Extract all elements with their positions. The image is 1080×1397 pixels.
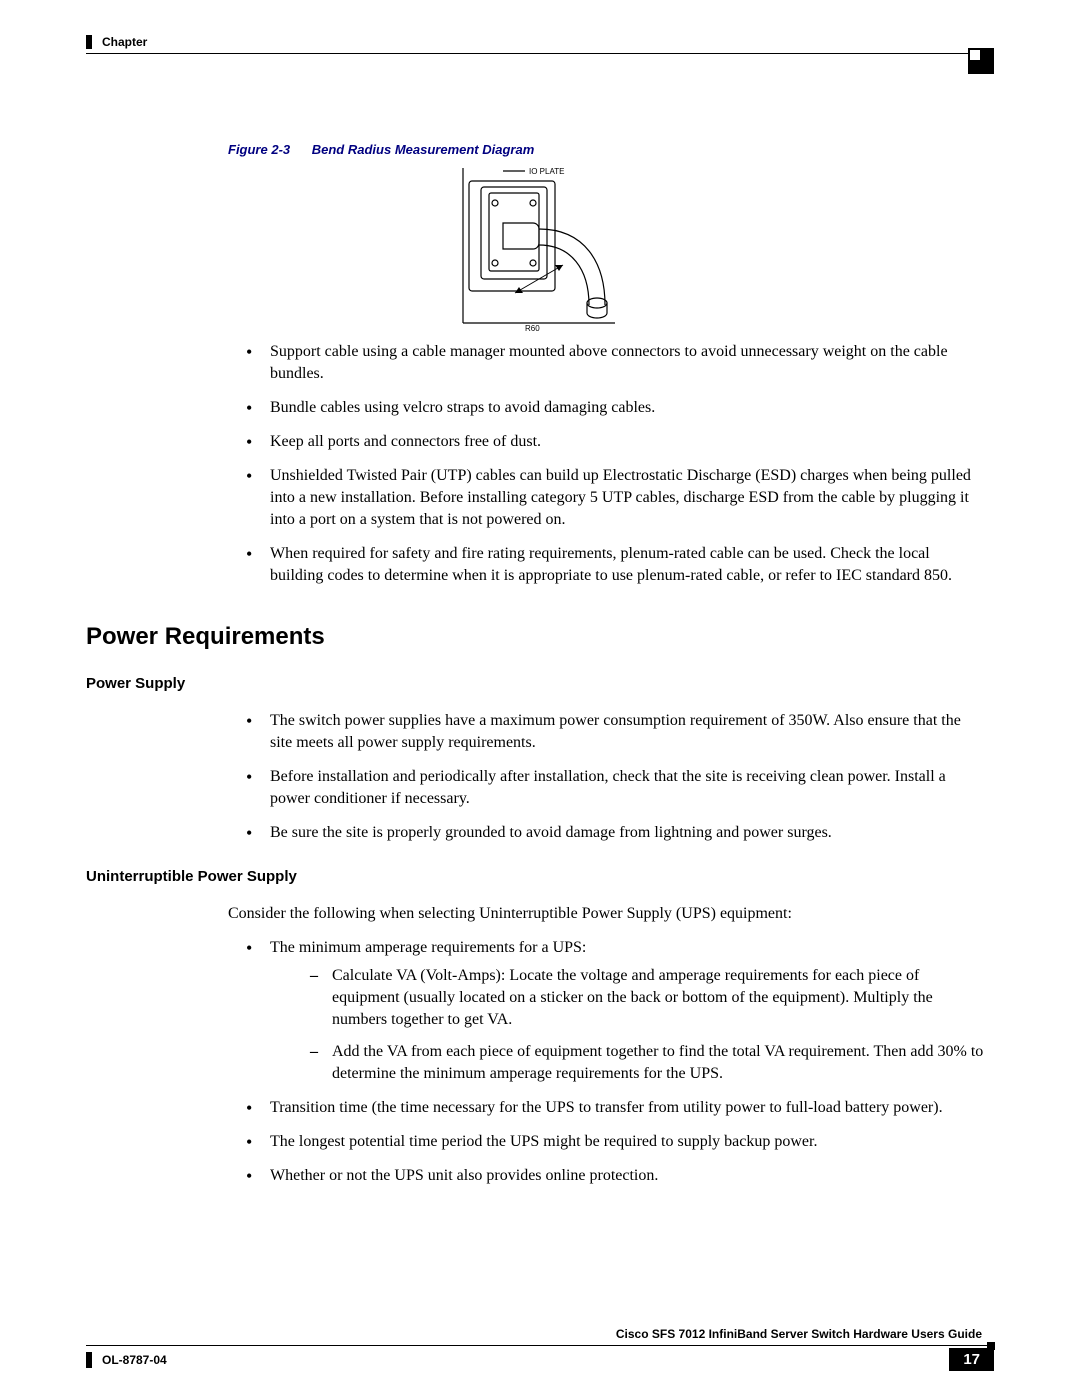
header-rule [86,53,994,54]
list-item: Transition time (the time necessary for … [246,1097,984,1119]
bend-radius-diagram: IO PLATE R60 [86,163,994,333]
page-number: 17 [949,1348,994,1371]
footer-doc-title: Cisco SFS 7012 InfiniBand Server Switch … [616,1327,982,1341]
io-plate-label: IO PLATE [529,167,564,176]
section-power-requirements: Power Requirements [86,623,994,651]
header-bar-icon [86,35,92,49]
footer-rule [86,1345,994,1346]
page-header: Chapter [86,35,994,49]
diagram-svg: IO PLATE R60 [445,163,635,333]
list-item: Whether or not the UPS unit also provide… [246,1165,984,1187]
figure-number: Figure 2-3 [228,142,290,157]
ups-b1-text: The minimum amperage requirements for a … [270,939,586,956]
list-item: Support cable using a cable manager moun… [246,341,984,385]
ups-sublist: Calculate VA (Volt-Amps): Locate the vol… [310,965,984,1085]
page-footer: Cisco SFS 7012 InfiniBand Server Switch … [86,1325,994,1371]
heading-power-supply: Power Supply [86,675,994,692]
list-item: The longest potential time period the UP… [246,1131,984,1153]
list-item: The switch power supplies have a maximum… [246,710,984,754]
r60-label: R60 [525,324,540,333]
list-item: Bundle cables using velcro straps to avo… [246,397,984,419]
ups-intro: Consider the following when selecting Un… [228,903,984,925]
list-item: Add the VA from each piece of equipment … [310,1041,984,1085]
list-item: Calculate VA (Volt-Amps): Locate the vol… [310,965,984,1031]
chapter-label: Chapter [102,35,147,49]
list-item: Be sure the site is properly grounded to… [246,822,984,844]
heading-ups: Uninterruptible Power Supply [86,868,994,885]
header-square-icon [968,48,994,74]
cable-guidelines-list: Support cable using a cable manager moun… [246,341,984,587]
list-item: Keep all ports and connectors free of du… [246,431,984,453]
footer-doc-number: OL-8787-04 [102,1353,167,1367]
footer-square-icon [987,1342,995,1350]
figure-caption: Figure 2-3 Bend Radius Measurement Diagr… [228,142,994,157]
list-item: When required for safety and fire rating… [246,543,984,587]
ups-list: The minimum amperage requirements for a … [246,937,984,1187]
figure-title: Bend Radius Measurement Diagram [312,142,535,157]
list-item: Unshielded Twisted Pair (UTP) cables can… [246,465,984,531]
footer-bar-icon [86,1352,92,1368]
list-item: The minimum amperage requirements for a … [246,937,984,1085]
power-supply-list: The switch power supplies have a maximum… [246,710,984,844]
list-item: Before installation and periodically aft… [246,766,984,810]
